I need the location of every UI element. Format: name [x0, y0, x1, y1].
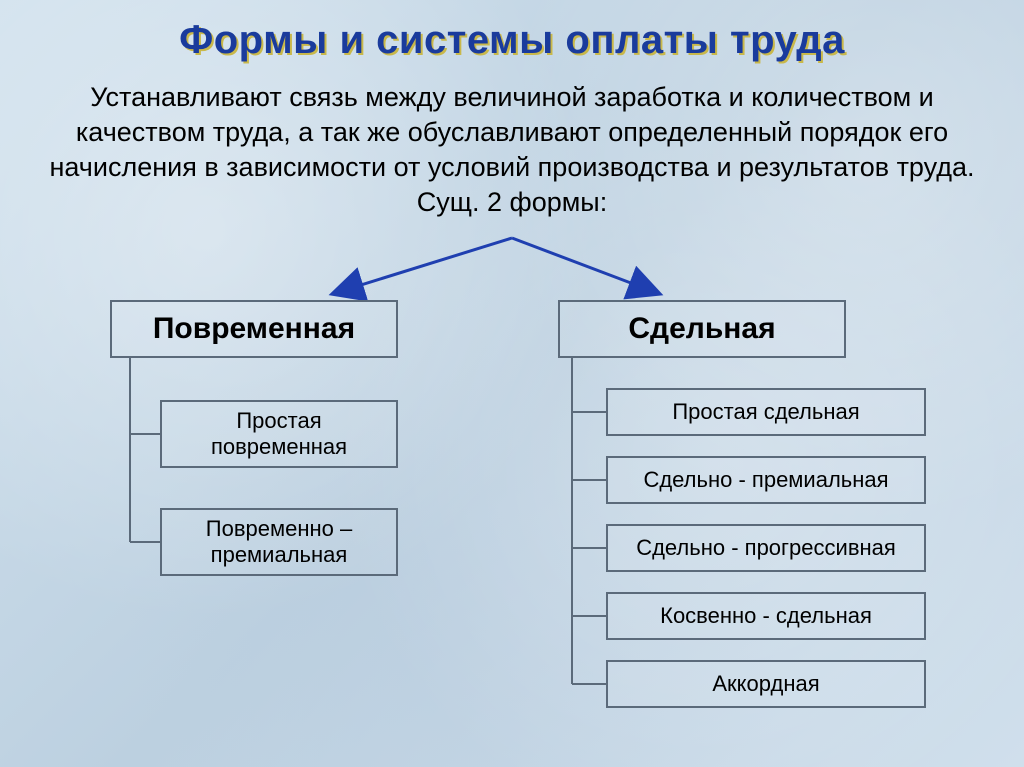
- left-item-box: Повременно – премиальная: [160, 508, 398, 576]
- right-item-label: Сдельно - прогрессивная: [636, 535, 896, 561]
- right-item-box: Аккордная: [606, 660, 926, 708]
- left-item-box: Простая повременная: [160, 400, 398, 468]
- right-item-box: Простая сдельная: [606, 388, 926, 436]
- right-bracket-connector: [0, 0, 1024, 767]
- left-item-label: Простая повременная: [170, 408, 388, 460]
- right-item-label: Сдельно - премиальная: [643, 467, 888, 493]
- right-item-box: Сдельно - премиальная: [606, 456, 926, 504]
- right-item-label: Косвенно - сдельная: [660, 603, 872, 629]
- right-item-label: Простая сдельная: [672, 399, 859, 425]
- right-item-box: Сдельно - прогрессивная: [606, 524, 926, 572]
- left-item-label: Повременно – премиальная: [170, 516, 388, 568]
- right-item-label: Аккордная: [712, 671, 819, 697]
- right-item-box: Косвенно - сдельная: [606, 592, 926, 640]
